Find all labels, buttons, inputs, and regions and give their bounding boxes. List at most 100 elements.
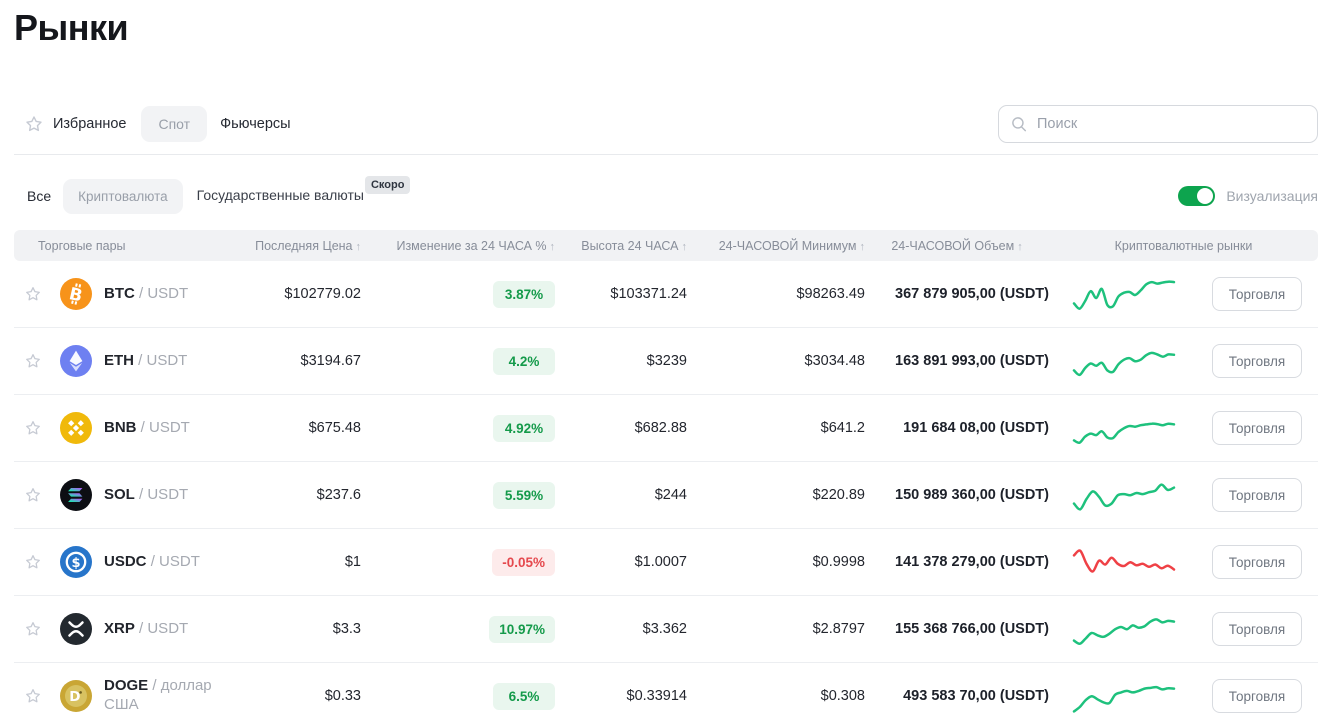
last-price: $3.3: [332, 621, 361, 637]
sparkline-chart: [1049, 337, 1199, 385]
pair-base: XRP: [104, 619, 135, 637]
table-row: B BTC / USDT $102779.02 3.87% $103371.24…: [14, 261, 1318, 328]
favorite-star-icon[interactable]: [24, 285, 42, 303]
column-header-6: Криптовалютные рынки: [1114, 238, 1253, 253]
pair-base: BNB: [104, 418, 137, 436]
high-24h: $0.33914: [626, 688, 687, 704]
trade-button[interactable]: Торговля: [1212, 545, 1302, 579]
volume-24h: 141 378 279,00 (USDT): [895, 554, 1049, 570]
soon-badge: Скоро: [364, 176, 411, 194]
search-icon: [1010, 115, 1028, 133]
sort-asc-icon: ↑: [1017, 240, 1023, 253]
change-badge: 4.2%: [493, 347, 555, 375]
volume-24h: 191 684 08,00 (USDT): [903, 420, 1049, 436]
section-divider: [14, 154, 1318, 155]
favorite-star-icon[interactable]: [24, 486, 42, 504]
last-price: $675.48: [308, 420, 361, 436]
sparkline-chart: [1049, 270, 1199, 318]
trade-button[interactable]: Торговля: [1212, 612, 1302, 646]
sort-asc-icon: ↑: [859, 240, 866, 253]
low-24h: $641.2: [820, 420, 865, 436]
sort-asc-icon: ↑: [355, 240, 362, 253]
filter-all[interactable]: Все: [27, 188, 52, 204]
pair-quote: / USDT: [138, 351, 188, 369]
pair-base: ETH: [104, 351, 134, 369]
market-tabs: Избранное Спот Фьючерсы: [14, 105, 1318, 143]
pair-quote: / USDT: [139, 619, 189, 637]
change-badge: -0.05%: [492, 548, 555, 576]
volume-24h: 150 989 360,00 (USDT): [895, 487, 1049, 503]
search-box: [998, 105, 1318, 143]
volume-24h: 163 891 993,00 (USDT): [895, 353, 1049, 369]
low-24h: $0.9998: [812, 554, 865, 570]
pair-base: BTC: [104, 284, 135, 302]
favorite-star-icon[interactable]: [24, 620, 42, 638]
trade-button[interactable]: Торговля: [1212, 277, 1302, 311]
high-24h: $103371.24: [610, 286, 687, 302]
table-header: Торговые пары Последняя Цена ↑ Изменение за…: [14, 230, 1318, 261]
trade-button[interactable]: Торговля: [1212, 679, 1302, 713]
last-price: $102779.02: [284, 286, 361, 302]
column-header-2[interactable]: Изменение за 24 ЧАСА % ↑: [396, 238, 555, 253]
asset-filters: Все Криптовалюта Государственные валюты …: [14, 176, 1318, 214]
tab-futures[interactable]: Фьючерсы: [220, 116, 291, 132]
pair-cell: XRP / USDT: [14, 613, 247, 645]
xrp-icon: [60, 613, 92, 645]
pair-quote: / USDT: [139, 485, 189, 503]
column-header-3[interactable]: Высота 24 ЧАСА ↑: [581, 238, 688, 253]
column-header-5[interactable]: 24-ЧАСОВОЙ Объем ↑: [891, 238, 1023, 253]
change-badge: 5.59%: [493, 481, 555, 509]
table-row: XRP / USDT $3.3 10.97% $3.362 $2.8797 15…: [14, 596, 1318, 663]
filter-fiat[interactable]: Государственные валюты Скоро: [197, 176, 411, 205]
column-header-1[interactable]: Последняя Цена ↑: [255, 238, 362, 253]
search-input[interactable]: [998, 105, 1318, 143]
low-24h: $220.89: [812, 487, 865, 503]
svg-text:D: D: [69, 689, 80, 705]
pair-cell: $ USDC / USDT: [14, 546, 247, 578]
table-row: D DOGE / доллар США $0.33 6.5% $0.33914 …: [14, 663, 1318, 728]
visualization-label: Визуализация: [1226, 188, 1318, 204]
last-price: $237.6: [316, 487, 361, 503]
column-header-4[interactable]: 24-ЧАСОВОЙ Минимум ↑: [718, 238, 866, 253]
favorite-star-icon[interactable]: [24, 687, 42, 705]
trade-button[interactable]: Торговля: [1212, 344, 1302, 378]
low-24h: $2.8797: [812, 621, 865, 637]
pair-quote: / USDT: [150, 552, 200, 570]
last-price: $1: [344, 554, 361, 570]
sparkline-chart: [1049, 605, 1199, 653]
trade-button[interactable]: Торговля: [1212, 411, 1302, 445]
change-badge: 6.5%: [493, 682, 555, 710]
low-24h: $98263.49: [796, 286, 865, 302]
visualization-toggle[interactable]: [1178, 186, 1216, 206]
favorite-star-icon[interactable]: [24, 553, 42, 571]
sparkline-chart: [1049, 404, 1199, 452]
high-24h: $3.362: [642, 621, 687, 637]
last-price: $3194.67: [300, 353, 361, 369]
column-header-0: Торговые пары: [38, 238, 126, 253]
favorites-star-icon[interactable]: [24, 114, 44, 134]
favorite-star-icon[interactable]: [24, 352, 42, 370]
svg-text:B: B: [67, 284, 84, 306]
pair-cell: ETH / USDT: [14, 345, 247, 377]
volume-24h: 493 583 70,00 (USDT): [903, 688, 1049, 704]
volume-24h: 155 368 766,00 (USDT): [895, 621, 1049, 637]
change-badge: 10.97%: [489, 615, 555, 643]
eth-icon: [60, 345, 92, 377]
tab-favorites[interactable]: Избранное: [53, 116, 127, 132]
table-row: SOL / USDT $237.6 5.59% $244 $220.89 150…: [14, 462, 1318, 529]
pair-cell: D DOGE / доллар США: [14, 677, 247, 715]
favorite-star-icon[interactable]: [24, 419, 42, 437]
bnb-icon: [60, 412, 92, 444]
table-row: ETH / USDT $3194.67 4.2% $3239 $3034.48 …: [14, 328, 1318, 395]
tab-spot[interactable]: Спот: [141, 106, 208, 142]
sort-asc-icon: ↑: [681, 240, 688, 253]
pair-cell: SOL / USDT: [14, 479, 247, 511]
sparkline-chart: [1049, 471, 1199, 519]
btc-icon: B: [60, 278, 92, 310]
filter-crypto[interactable]: Криптовалюта: [63, 178, 183, 214]
last-price: $0.33: [324, 688, 361, 704]
pair-base: SOL: [104, 485, 135, 503]
trade-button[interactable]: Торговля: [1212, 478, 1302, 512]
pair-base: USDC: [104, 552, 147, 570]
